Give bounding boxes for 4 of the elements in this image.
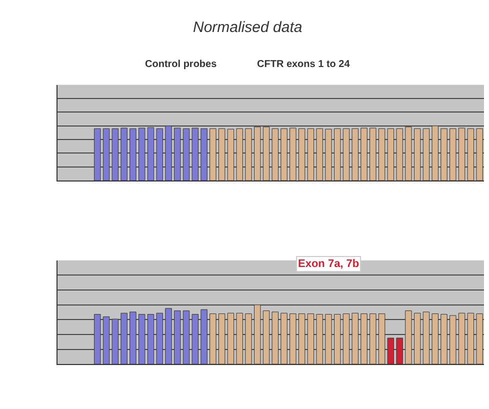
chart-title: Normalised data [193,19,302,36]
text: CFTR exons 1 to 24 [257,59,350,70]
text: Exon 7a, 7b [298,258,360,270]
text: Control probes [145,59,218,70]
